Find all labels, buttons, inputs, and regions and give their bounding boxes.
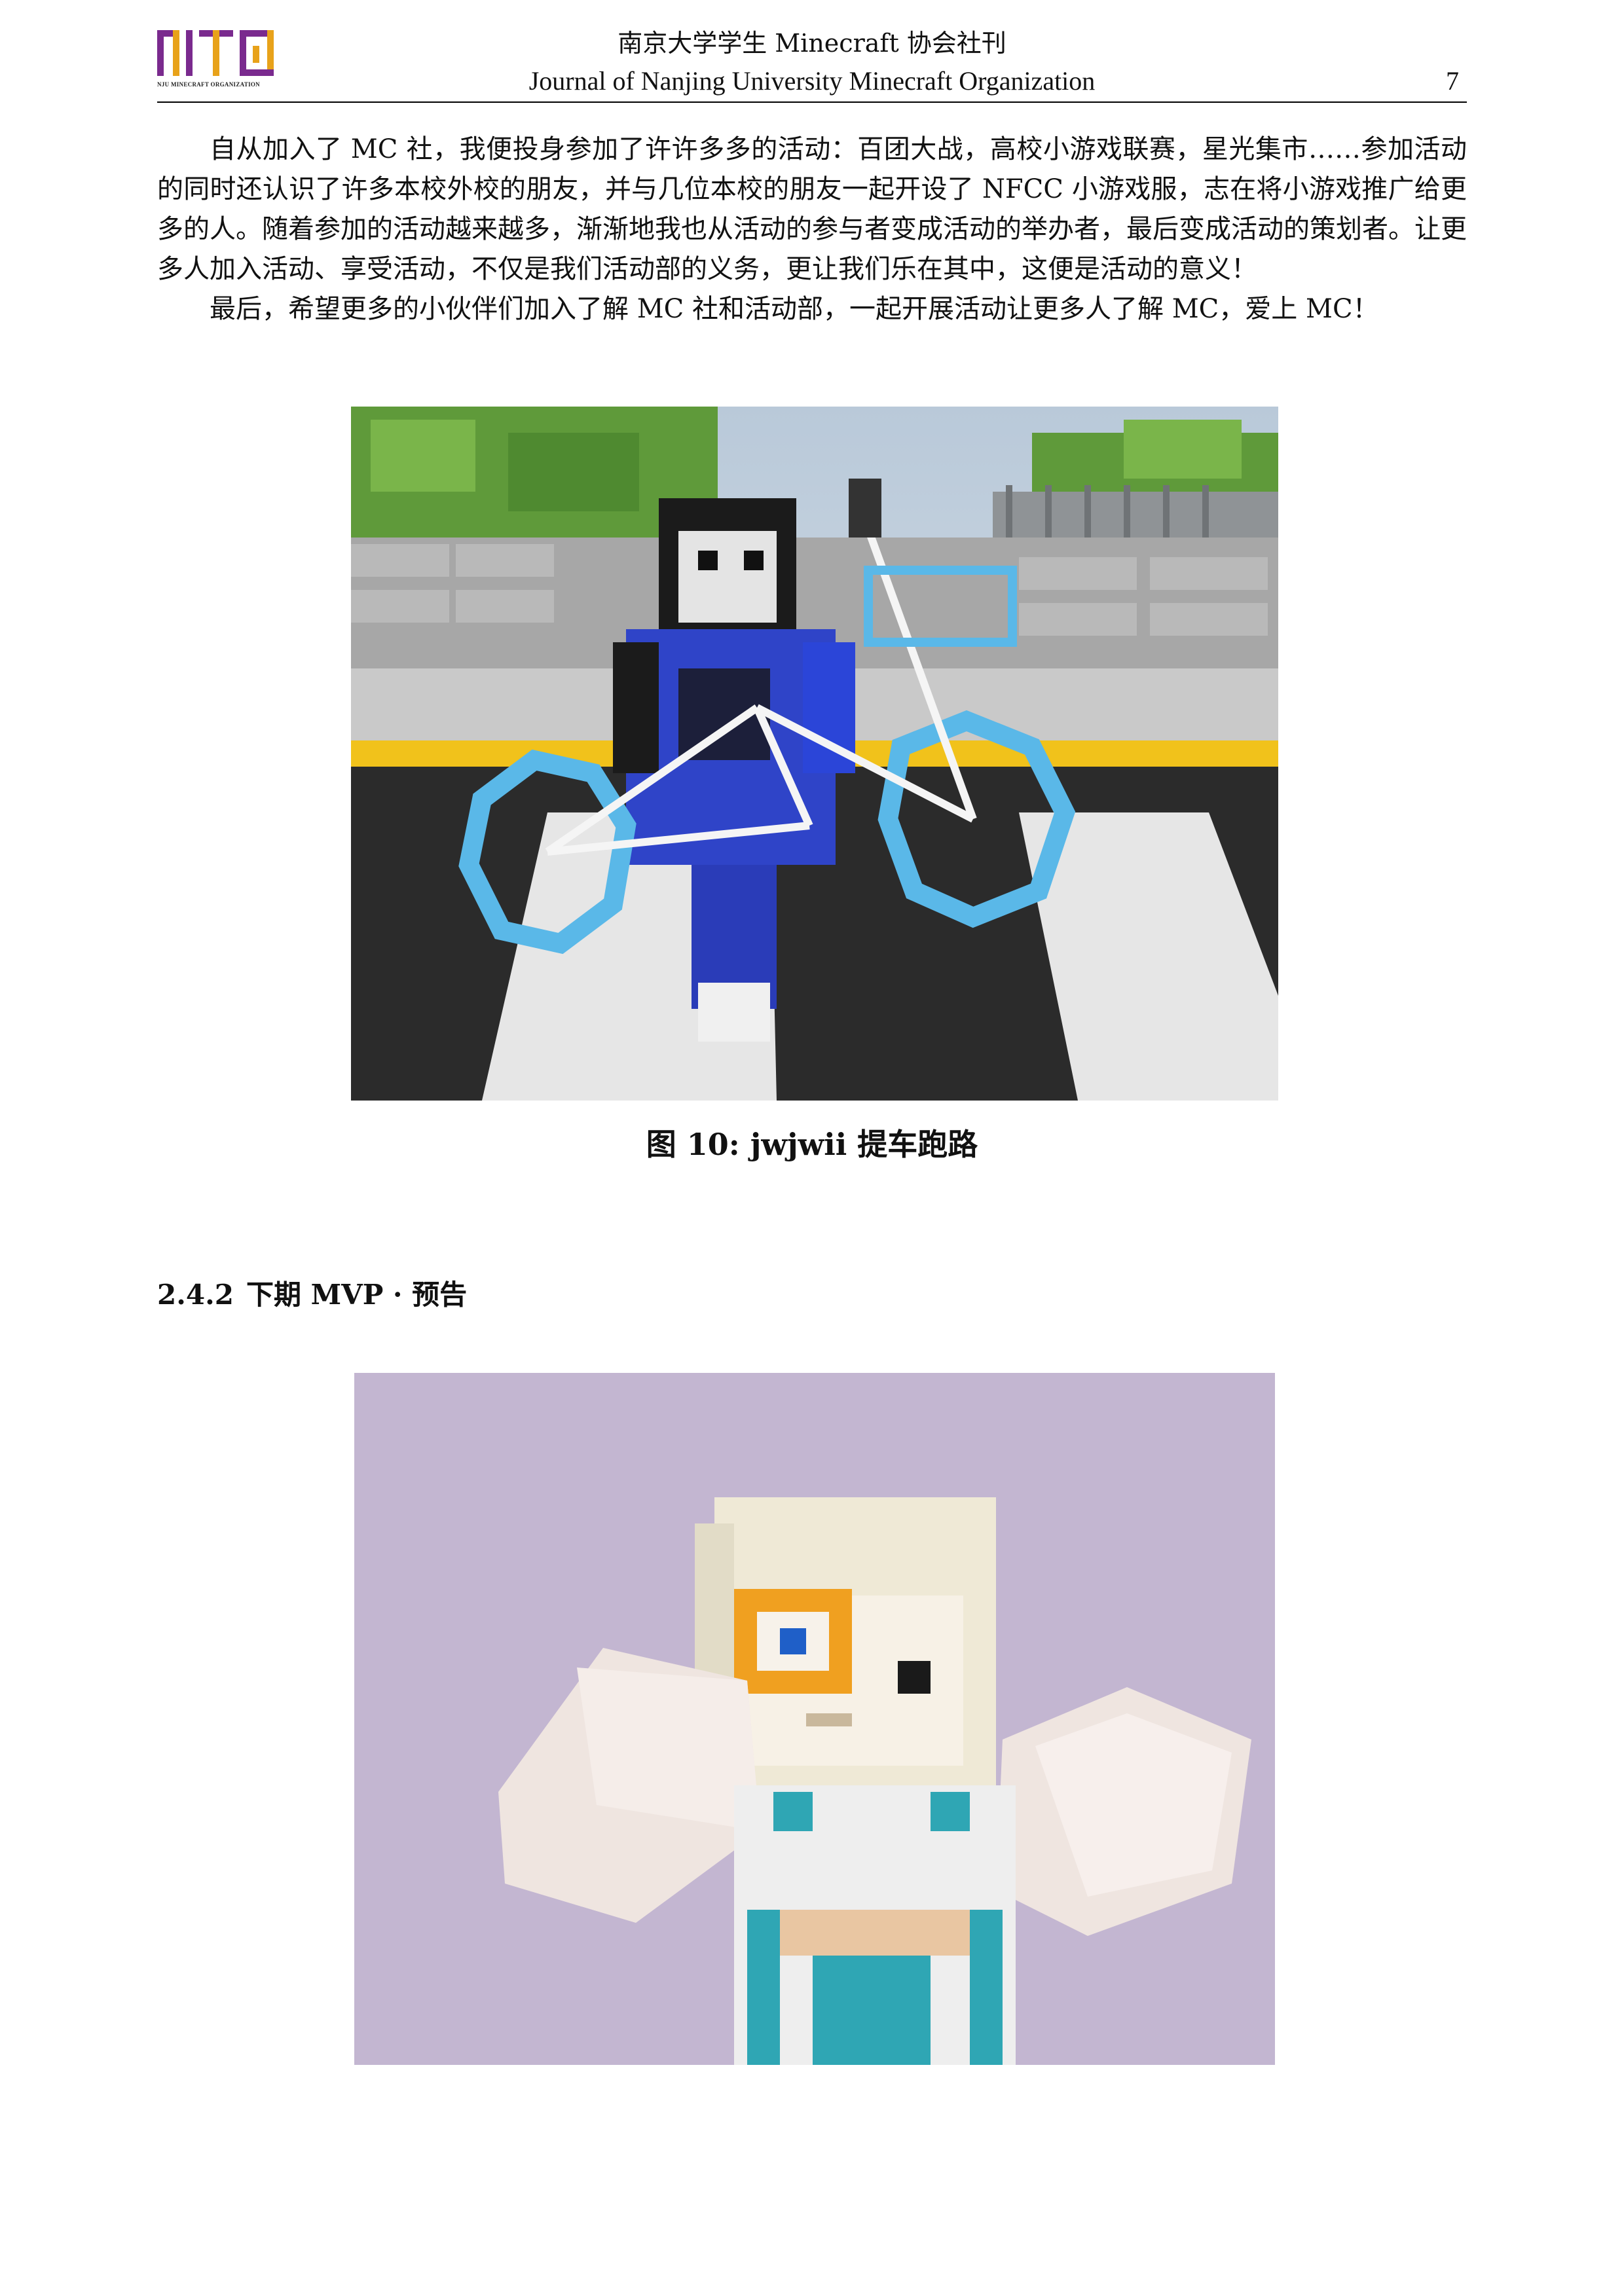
figure-caption: 图 10: jwjwii 提车跑路 — [646, 1127, 978, 1162]
figure-mvp-preview — [354, 1373, 1275, 2065]
nju-mc-logo — [157, 26, 282, 85]
section-number: 2.4.2 — [157, 1279, 234, 1311]
journal-title-cn: 南京大学学生 Minecraft 协会社刊 — [618, 29, 1006, 58]
paragraph-2: 最后，希望更多的小伙伴们加入了解 MC 社和活动部，一起开展活动让更多人了解 M… — [210, 294, 1379, 324]
section-heading: 2.4.2 下期 MVP · 预告 — [157, 1277, 467, 1313]
article-body: 自从加入了 MC 社，我便投身参加了许许多多的活动：百团大战，高校小游戏联赛，星… — [157, 130, 1467, 329]
paragraph-1: 自从加入了 MC 社，我便投身参加了许许多多的活动：百团大战，高校小游戏联赛，星… — [157, 134, 1467, 284]
page-number: 7 — [1446, 66, 1459, 96]
figure-bike-photo — [351, 407, 1278, 1101]
header-rule — [157, 101, 1467, 103]
section-title: 下期 MVP · 预告 — [246, 1279, 468, 1311]
logo-caption: NJU MINECRAFT ORGANIZATION — [157, 81, 260, 88]
journal-title-en: Journal of Nanjing University Minecraft … — [528, 66, 1096, 96]
